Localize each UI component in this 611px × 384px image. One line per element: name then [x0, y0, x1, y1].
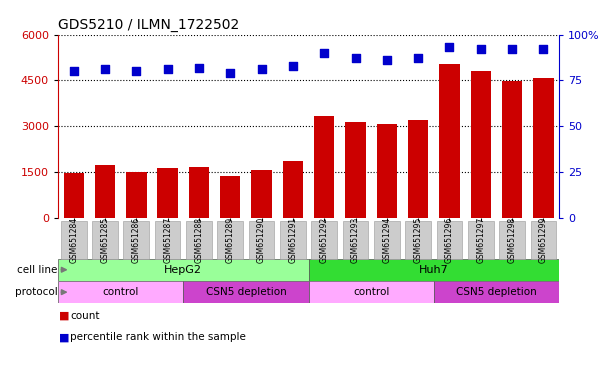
- Bar: [314, 116, 334, 218]
- Text: GSM651296: GSM651296: [445, 217, 454, 263]
- Point: [257, 66, 266, 73]
- Bar: [376, 124, 397, 218]
- Text: percentile rank within the sample: percentile rank within the sample: [70, 332, 246, 342]
- FancyBboxPatch shape: [374, 221, 400, 258]
- FancyBboxPatch shape: [434, 281, 559, 303]
- Bar: [158, 168, 178, 218]
- Text: GDS5210 / ILMN_1722502: GDS5210 / ILMN_1722502: [58, 18, 240, 32]
- Text: GSM651295: GSM651295: [414, 217, 423, 263]
- FancyBboxPatch shape: [249, 221, 274, 258]
- FancyBboxPatch shape: [92, 221, 118, 258]
- Point: [351, 55, 360, 61]
- Text: GSM651286: GSM651286: [132, 217, 141, 263]
- Bar: [470, 71, 491, 218]
- FancyBboxPatch shape: [312, 221, 337, 258]
- Point: [131, 68, 141, 74]
- FancyBboxPatch shape: [499, 221, 525, 258]
- FancyBboxPatch shape: [155, 221, 180, 258]
- Point: [69, 68, 79, 74]
- Text: GSM651298: GSM651298: [508, 217, 516, 263]
- Point: [163, 66, 172, 73]
- Point: [538, 46, 548, 52]
- FancyBboxPatch shape: [309, 281, 434, 303]
- Bar: [408, 120, 428, 218]
- FancyBboxPatch shape: [123, 221, 149, 258]
- Point: [320, 50, 329, 56]
- Point: [100, 66, 110, 73]
- Bar: [502, 81, 522, 218]
- FancyBboxPatch shape: [58, 259, 309, 281]
- Text: GSM651288: GSM651288: [194, 217, 203, 263]
- FancyBboxPatch shape: [405, 221, 431, 258]
- Text: protocol: protocol: [15, 287, 57, 297]
- Point: [476, 46, 486, 52]
- Bar: [95, 165, 115, 218]
- Text: GSM651297: GSM651297: [477, 217, 485, 263]
- Text: CSN5 depletion: CSN5 depletion: [205, 287, 287, 297]
- Point: [413, 55, 423, 61]
- FancyBboxPatch shape: [58, 281, 183, 303]
- Bar: [283, 161, 303, 218]
- Text: GSM651294: GSM651294: [382, 217, 391, 263]
- Bar: [533, 78, 554, 218]
- Text: HepG2: HepG2: [164, 265, 202, 275]
- Bar: [189, 167, 209, 218]
- Bar: [64, 173, 84, 218]
- Text: GSM651284: GSM651284: [69, 217, 78, 263]
- FancyBboxPatch shape: [530, 221, 556, 258]
- Text: ■: ■: [59, 311, 73, 321]
- Text: CSN5 depletion: CSN5 depletion: [456, 287, 537, 297]
- FancyBboxPatch shape: [468, 221, 494, 258]
- Text: GSM651299: GSM651299: [539, 217, 548, 263]
- Text: GSM651285: GSM651285: [101, 217, 109, 263]
- Point: [445, 44, 455, 50]
- FancyBboxPatch shape: [437, 221, 463, 258]
- FancyBboxPatch shape: [343, 221, 368, 258]
- FancyBboxPatch shape: [309, 259, 559, 281]
- Point: [288, 63, 298, 69]
- Point: [194, 65, 204, 71]
- Text: count: count: [70, 311, 100, 321]
- Text: GSM651290: GSM651290: [257, 217, 266, 263]
- Point: [225, 70, 235, 76]
- Bar: [251, 170, 272, 218]
- Text: cell line: cell line: [17, 265, 57, 275]
- Bar: [220, 176, 241, 218]
- FancyBboxPatch shape: [218, 221, 243, 258]
- Point: [507, 46, 517, 52]
- Text: control: control: [103, 287, 139, 297]
- Text: GSM651293: GSM651293: [351, 217, 360, 263]
- FancyBboxPatch shape: [186, 221, 212, 258]
- Text: ■: ■: [59, 332, 73, 342]
- Text: control: control: [353, 287, 389, 297]
- Bar: [345, 122, 366, 218]
- FancyBboxPatch shape: [183, 281, 309, 303]
- Text: GSM651289: GSM651289: [226, 217, 235, 263]
- Point: [382, 57, 392, 63]
- Text: GSM651292: GSM651292: [320, 217, 329, 263]
- Text: Huh7: Huh7: [419, 265, 448, 275]
- FancyBboxPatch shape: [61, 221, 87, 258]
- Bar: [126, 172, 147, 218]
- FancyBboxPatch shape: [280, 221, 306, 258]
- Text: GSM651287: GSM651287: [163, 217, 172, 263]
- Bar: [439, 64, 459, 218]
- Text: GSM651291: GSM651291: [288, 217, 298, 263]
